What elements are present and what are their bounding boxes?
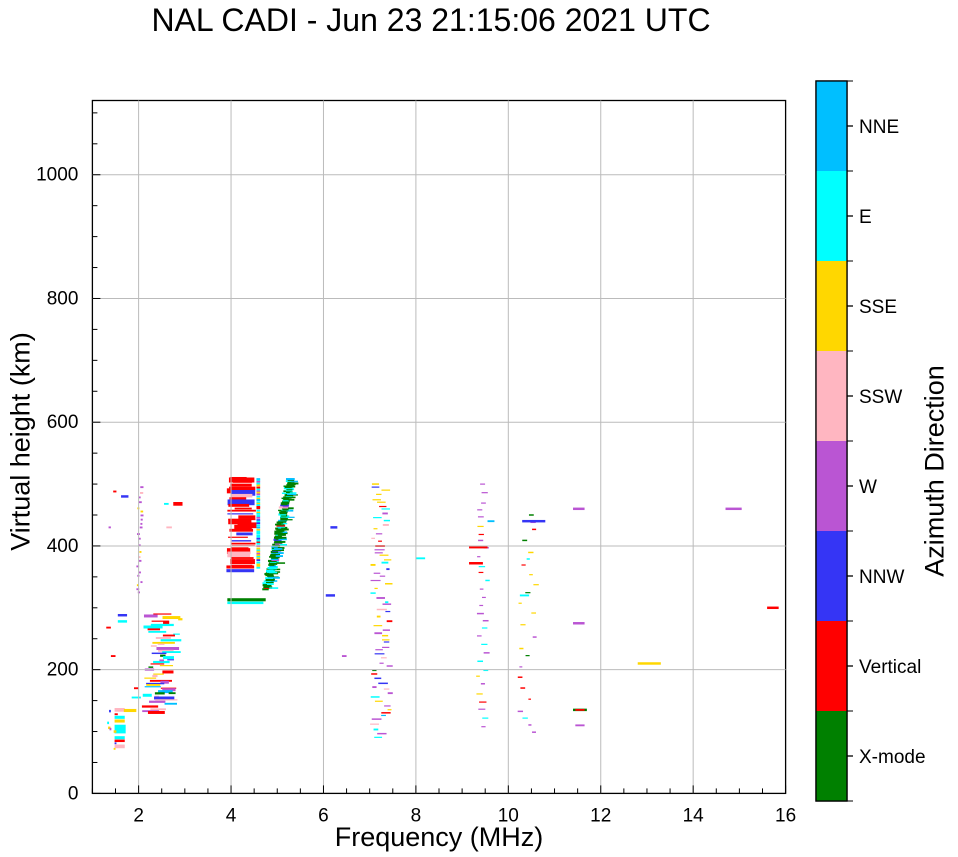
svg-text:NNE: NNE xyxy=(859,117,899,138)
svg-text:14: 14 xyxy=(683,805,705,826)
svg-text:1000: 1000 xyxy=(36,165,78,186)
svg-text:X-mode: X-mode xyxy=(859,747,926,768)
svg-text:E: E xyxy=(859,207,872,228)
svg-text:800: 800 xyxy=(47,288,79,309)
svg-text:12: 12 xyxy=(590,805,611,826)
svg-text:200: 200 xyxy=(47,660,79,681)
svg-text:600: 600 xyxy=(47,412,79,433)
svg-text:SSW: SSW xyxy=(859,387,902,408)
svg-text:400: 400 xyxy=(47,536,79,557)
svg-text:4: 4 xyxy=(226,805,237,826)
svg-text:0: 0 xyxy=(68,783,79,804)
svg-text:Vertical: Vertical xyxy=(859,657,921,678)
svg-text:SSE: SSE xyxy=(859,297,897,318)
svg-text:10: 10 xyxy=(498,805,519,826)
svg-text:6: 6 xyxy=(318,805,329,826)
svg-text:8: 8 xyxy=(411,805,422,826)
svg-text:NNW: NNW xyxy=(859,567,904,588)
svg-text:16: 16 xyxy=(775,805,796,826)
svg-text:W: W xyxy=(859,477,877,498)
svg-text:2: 2 xyxy=(133,805,144,826)
